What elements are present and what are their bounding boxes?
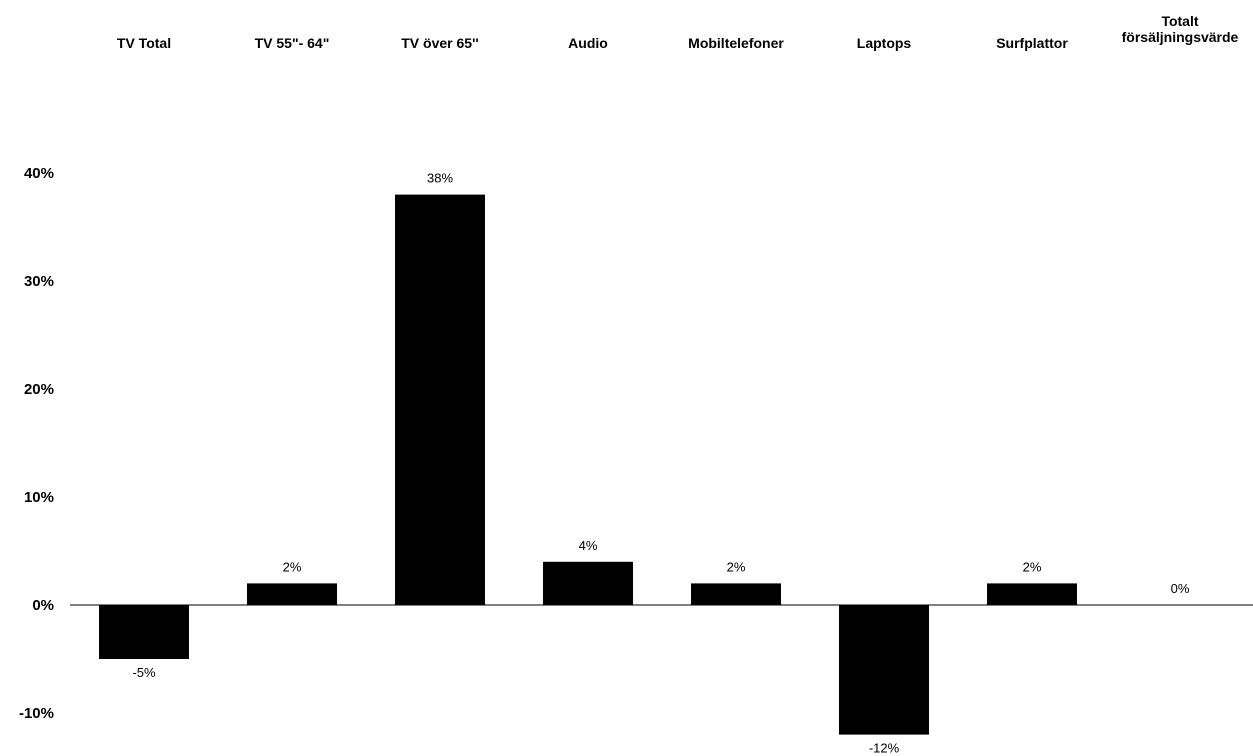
category-label-line: Laptops xyxy=(857,35,912,51)
bar xyxy=(99,605,189,659)
bars xyxy=(99,194,1077,735)
bar xyxy=(691,583,781,605)
category-label: Laptops xyxy=(857,35,912,51)
category-label: TV Total xyxy=(117,35,171,51)
y-tick-label: 40% xyxy=(24,165,54,182)
category-label-line: TV 55"- 64" xyxy=(255,35,330,51)
y-tick-label: 0% xyxy=(32,597,54,614)
category-label-line: TV över 65'' xyxy=(401,35,478,51)
category-label: Mobiltelefoner xyxy=(688,35,784,51)
category-label: Surfplattor xyxy=(996,35,1068,51)
y-tick-label: 30% xyxy=(24,273,54,290)
y-tick-label: 10% xyxy=(24,489,54,506)
data-label: -5% xyxy=(132,665,156,680)
category-label-line: Totalt xyxy=(1161,13,1198,29)
category-labels: TV Total TV 55"- 64" TV över 65'' Audio Mobi… xyxy=(117,13,1239,51)
category-label-line: Surfplattor xyxy=(996,35,1068,51)
category-label-line: Mobiltelefoner xyxy=(688,35,784,51)
category-label: TV 55"- 64" xyxy=(255,35,330,51)
category-label: Totalt försäljningsvärde xyxy=(1122,13,1239,45)
category-label-line: TV Total xyxy=(117,35,171,51)
category-label-line: Audio xyxy=(568,35,608,51)
data-label: 2% xyxy=(283,559,302,574)
category-label: Audio xyxy=(568,35,608,51)
data-label: 2% xyxy=(1023,559,1042,574)
data-label: 38% xyxy=(427,171,453,186)
bar xyxy=(247,583,337,605)
data-label: 0% xyxy=(1171,581,1190,596)
bar xyxy=(543,561,633,605)
y-tick-label: 20% xyxy=(24,381,54,398)
data-labels: -5% 2% 38% 4% 2% -12% 2% 0% xyxy=(132,171,1189,756)
bar xyxy=(839,605,929,735)
bar xyxy=(987,583,1077,605)
bar xyxy=(395,194,485,605)
data-label: -12% xyxy=(869,741,900,756)
category-label: TV över 65'' xyxy=(401,35,478,51)
data-label: 4% xyxy=(579,538,598,553)
y-axis-tick-labels: 40% 30% 20% 10% 0% -10% xyxy=(19,165,54,722)
data-label: 2% xyxy=(727,559,746,574)
y-tick-label: -10% xyxy=(19,705,54,722)
category-label-line: försäljningsvärde xyxy=(1122,29,1239,45)
